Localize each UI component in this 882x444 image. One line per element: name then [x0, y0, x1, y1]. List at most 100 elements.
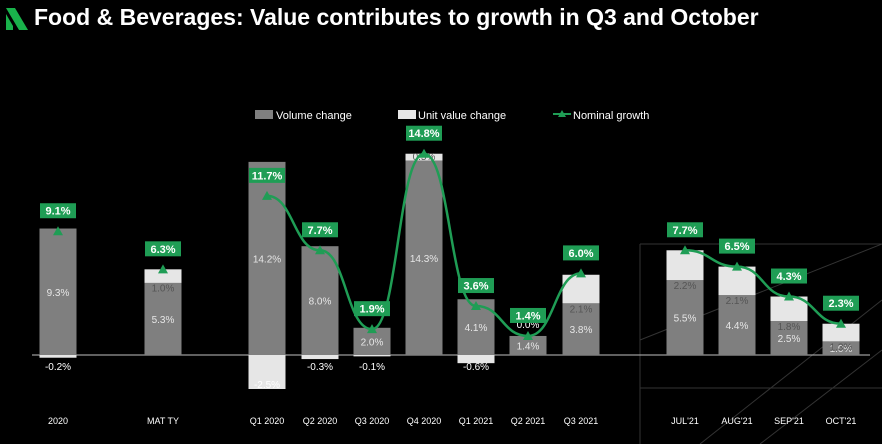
data-label-volume: 5.3%	[152, 315, 175, 326]
nominal-label-box	[510, 307, 546, 323]
data-label-volume: 1.4%	[517, 341, 540, 352]
data-label-nominal: 2.3%	[828, 298, 853, 310]
bar-volume	[144, 282, 182, 355]
data-label-volume: 1.0%	[830, 344, 853, 355]
bar-volume	[405, 160, 443, 355]
legend-swatch-volume	[255, 110, 273, 119]
nominal-growth-marker	[419, 148, 429, 158]
x-tick-label: Q3 2021	[564, 416, 599, 426]
data-label-volume: 8.0%	[309, 297, 332, 308]
nominal-growth-marker	[471, 301, 481, 311]
x-tick-label: 2020	[48, 416, 68, 426]
data-label-nominal: 1.4%	[515, 310, 540, 322]
bar-volume	[822, 341, 860, 355]
data-label-volume: 9.3%	[47, 288, 70, 299]
x-tick-label: Q1 2020	[250, 416, 285, 426]
data-label-nominal: 7.7%	[307, 225, 332, 237]
x-tick-label: AUG'21	[721, 416, 752, 426]
data-label-unit-value: -0.3%	[307, 362, 333, 373]
data-label-unit-value: -2.5%	[254, 380, 280, 391]
nominal-label-box	[667, 222, 703, 238]
page-title: Food & Beverages: Value contributes to g…	[34, 4, 759, 30]
nominal-label-box	[354, 301, 390, 317]
data-label-volume: 3.8%	[570, 325, 593, 336]
data-label-volume: 14.2%	[253, 254, 281, 265]
data-label-unit-value: 1.8%	[778, 322, 801, 333]
nominal-label-box	[458, 278, 494, 294]
legend-swatch-unit-value	[398, 110, 416, 119]
legend-label-volume: Volume change	[276, 110, 352, 122]
x-tick-label: Q1 2021	[459, 416, 494, 426]
data-label-volume: 14.3%	[410, 254, 438, 265]
bar-volume	[666, 280, 704, 355]
nominal-growth-marker	[680, 245, 690, 255]
legend-label-unit-value: Unit value change	[418, 110, 506, 122]
bar-volume	[718, 295, 756, 355]
nominal-growth-marker	[53, 226, 63, 236]
bar-unit-value	[457, 355, 495, 364]
bar-unit-value	[39, 355, 77, 358]
data-label-volume: 4.4%	[726, 321, 749, 332]
data-label-nominal: 1.9%	[359, 304, 384, 316]
nominal-growth-marker	[836, 318, 846, 328]
data-label-volume: 5.5%	[674, 314, 697, 325]
legend-label-nominal: Nominal growth	[573, 110, 649, 122]
nominal-growth-marker	[784, 291, 794, 301]
data-label-unit-value: 2.1%	[726, 296, 749, 307]
nominal-growth-marker	[576, 268, 586, 278]
data-label-nominal: 7.7%	[672, 225, 697, 237]
nominal-label-box	[823, 295, 859, 311]
bar-volume	[509, 335, 547, 355]
x-tick-label: Q4 2020	[407, 416, 442, 426]
chart-legend: Volume change Unit value change Nominal …	[255, 110, 649, 122]
brand-logo-icon	[6, 8, 28, 30]
x-tick-label: Q3 2020	[355, 416, 390, 426]
data-label-nominal: 3.6%	[463, 281, 488, 293]
nominal-label-box	[406, 125, 442, 141]
data-label-nominal: 6.3%	[150, 244, 175, 256]
data-label-nominal: 9.1%	[45, 206, 70, 218]
data-label-unit-value: -0.6%	[463, 362, 489, 373]
bar-unit-value	[718, 266, 756, 296]
x-tick-label: Q2 2021	[511, 416, 546, 426]
data-label-nominal: 4.3%	[776, 271, 801, 283]
data-label-unit-value: 2.2%	[674, 281, 697, 292]
bar-unit-value	[822, 323, 860, 342]
data-label-unit-value: 1.3%	[830, 342, 853, 353]
data-label-volume: 2.0%	[361, 337, 384, 348]
bar-unit-value	[666, 250, 704, 281]
nominal-growth-marker	[158, 264, 168, 274]
nominal-growth-line	[684, 249, 842, 325]
data-label-unit-value: 2.1%	[570, 304, 593, 315]
nominal-growth-marker	[262, 190, 272, 200]
nominal-growth-marker	[732, 261, 742, 271]
data-label-unit-value: 1.0%	[152, 284, 175, 295]
data-label-unit-value: -0.1%	[359, 362, 385, 373]
bar-unit-value	[248, 355, 286, 389]
nominal-label-box	[40, 203, 76, 219]
legend-swatch-nominal-marker	[558, 110, 566, 117]
x-tick-label: Q2 2020	[303, 416, 338, 426]
x-tick-label: JUL'21	[671, 416, 699, 426]
data-label-nominal: 6.5%	[724, 241, 749, 253]
x-tick-label: SEP'21	[774, 416, 804, 426]
bar-volume	[562, 303, 600, 355]
bar-volume	[39, 228, 77, 355]
nominal-label-box	[563, 245, 599, 261]
bar-volume	[770, 321, 808, 355]
nominal-label-box	[771, 268, 807, 284]
bar-unit-value	[144, 269, 182, 283]
bar-unit-value	[301, 355, 339, 360]
data-label-volume: 2.5%	[778, 334, 801, 345]
data-label-unit-value: -0.2%	[45, 362, 71, 373]
nominal-label-box	[719, 238, 755, 254]
bar-unit-value	[353, 355, 391, 357]
nominal-label-box	[302, 222, 338, 238]
x-tick-label: MAT TY	[147, 416, 179, 426]
data-label-unit-value: 0.0%	[517, 320, 540, 331]
bar-unit-value	[770, 296, 808, 321]
data-label-volume: 4.1%	[465, 323, 488, 334]
nominal-label-box	[249, 167, 285, 183]
data-label-nominal: 11.7%	[252, 170, 283, 182]
